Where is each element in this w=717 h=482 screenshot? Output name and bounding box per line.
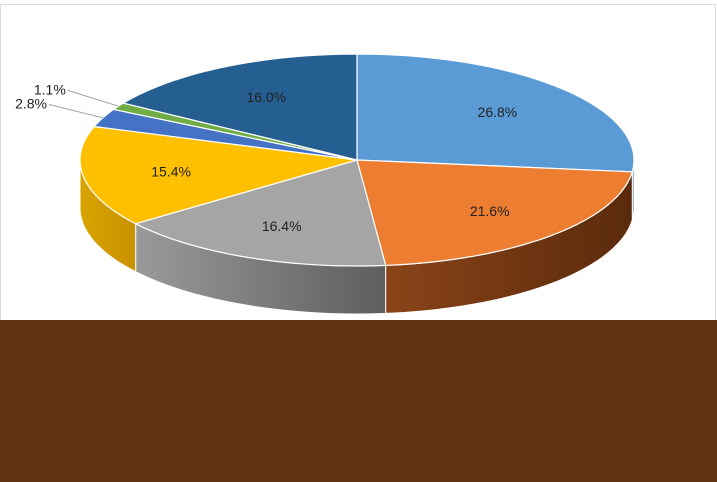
data-label-3: 15.4% [151, 164, 191, 180]
pie-labels: 26.8% 21.6% 16.4% 15.4% 2.8%1.1% 16.0% [15, 81, 517, 234]
occluding-panel [0, 320, 717, 482]
leader-line-5 [67, 89, 119, 107]
data-label-1: 21.6% [470, 203, 510, 219]
pie-slice-6 [122, 53, 358, 161]
pie-top [79, 53, 635, 267]
pie-slice-1 [356, 159, 633, 267]
data-label-0: 26.8% [478, 104, 518, 120]
pie-slice-0 [356, 53, 635, 173]
leader-line-4 [48, 104, 104, 119]
pie-slice-3 [79, 125, 358, 225]
data-label-5: 1.1% [34, 81, 66, 97]
data-label-4: 2.8% [15, 96, 47, 112]
pie-slice-2 [135, 159, 387, 267]
data-label-2: 16.4% [262, 218, 302, 234]
data-label-6: 16.0% [246, 89, 286, 105]
pie-slice-4 [93, 108, 358, 161]
chart-frame [0, 4, 716, 334]
